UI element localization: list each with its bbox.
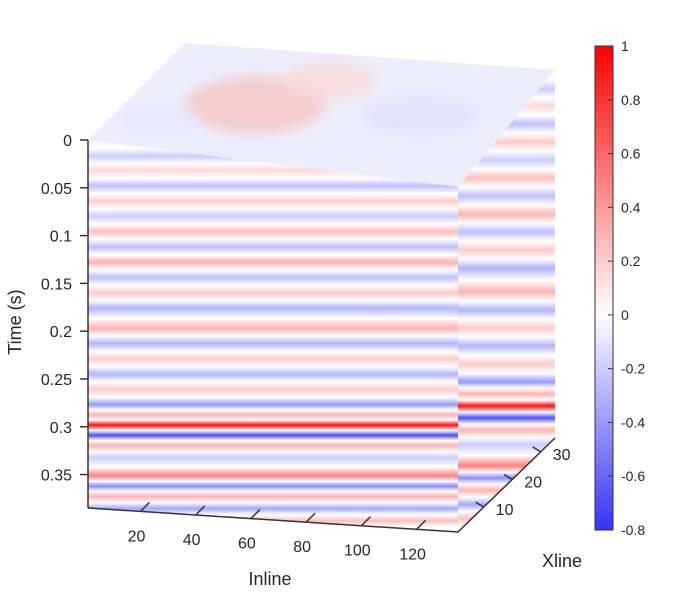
xline-tick-label: 20 — [524, 474, 542, 491]
inline-tick-mark — [139, 501, 150, 512]
inline-tick-label: 20 — [128, 528, 146, 545]
time-tick-label: 0 — [63, 133, 72, 150]
colorbar-tick-label: -0.2 — [621, 361, 645, 377]
cube-edge-bottom — [87, 437, 556, 533]
colorbar-tick-label: -0.6 — [621, 468, 645, 484]
colorbar-tick-label: 1 — [621, 38, 629, 54]
time-tick-label: 0.25 — [41, 372, 72, 389]
colorbar-ticks: 1 0.8 0.6 0.4 0.2 0 -0.2 -0.4 -0.6 -0.8 — [608, 38, 645, 538]
xline-axis: 10 20 30 — [475, 446, 571, 519]
inline-tick-mark — [416, 519, 427, 530]
inline-tick-label: 120 — [399, 546, 426, 563]
colorbar-tick-label: -0.4 — [621, 414, 645, 430]
inline-tick-mark — [360, 516, 371, 527]
colorbar-bar — [594, 45, 614, 531]
side-face-surface — [458, 70, 555, 532]
colorbar-tick-label: -0.8 — [621, 522, 645, 538]
time-axis: 0 0.05 0.1 0.15 0.2 0.25 0.3 0.35 — [41, 133, 88, 485]
xline-tick-mark — [532, 446, 542, 453]
xline-tick-label: 30 — [553, 447, 571, 464]
top-face-surface — [88, 43, 555, 187]
time-axis-title: Time (s) — [5, 289, 25, 354]
xline-tick-label: 10 — [496, 502, 514, 519]
inline-tick-label: 60 — [238, 536, 256, 553]
top-face — [88, 43, 555, 187]
inline-tick-mark — [305, 512, 316, 523]
colorbar-tick-label: 0.4 — [621, 199, 641, 215]
inline-tick-label: 40 — [183, 532, 201, 549]
colorbar-tick-label: 0.6 — [621, 146, 641, 162]
xline-tick-mark — [475, 501, 485, 508]
inline-tick-label: 100 — [344, 543, 371, 560]
front-face-surface — [88, 140, 458, 532]
inline-axis: 20 40 60 80 100 120 — [128, 501, 427, 563]
side-face — [458, 70, 555, 532]
inline-tick-mark — [195, 505, 206, 516]
time-tick-label: 0.05 — [41, 181, 72, 198]
top-face-texture — [120, 62, 480, 135]
inline-tick-label: 80 — [293, 539, 311, 556]
inline-tick-mark — [250, 509, 261, 520]
time-tick-label: 0.1 — [50, 229, 72, 246]
inline-axis-title: Inline — [248, 569, 291, 589]
time-tick-label: 0.2 — [50, 324, 72, 341]
colorbar-tick-label: 0.2 — [621, 253, 641, 269]
colorbar-tick-label: 0 — [621, 307, 629, 323]
colorbar-tick-label: 0.8 — [621, 92, 641, 108]
time-tick-label: 0.35 — [41, 468, 72, 485]
time-tick-label: 0.3 — [50, 420, 72, 437]
xline-tick-mark — [503, 473, 513, 481]
front-face — [88, 140, 458, 532]
xline-axis-title: Xline — [542, 551, 582, 571]
colorbar: 1 0.8 0.6 0.4 0.2 0 -0.2 -0.4 -0.6 -0.8 — [594, 38, 645, 538]
time-tick-label: 0.15 — [41, 276, 72, 293]
